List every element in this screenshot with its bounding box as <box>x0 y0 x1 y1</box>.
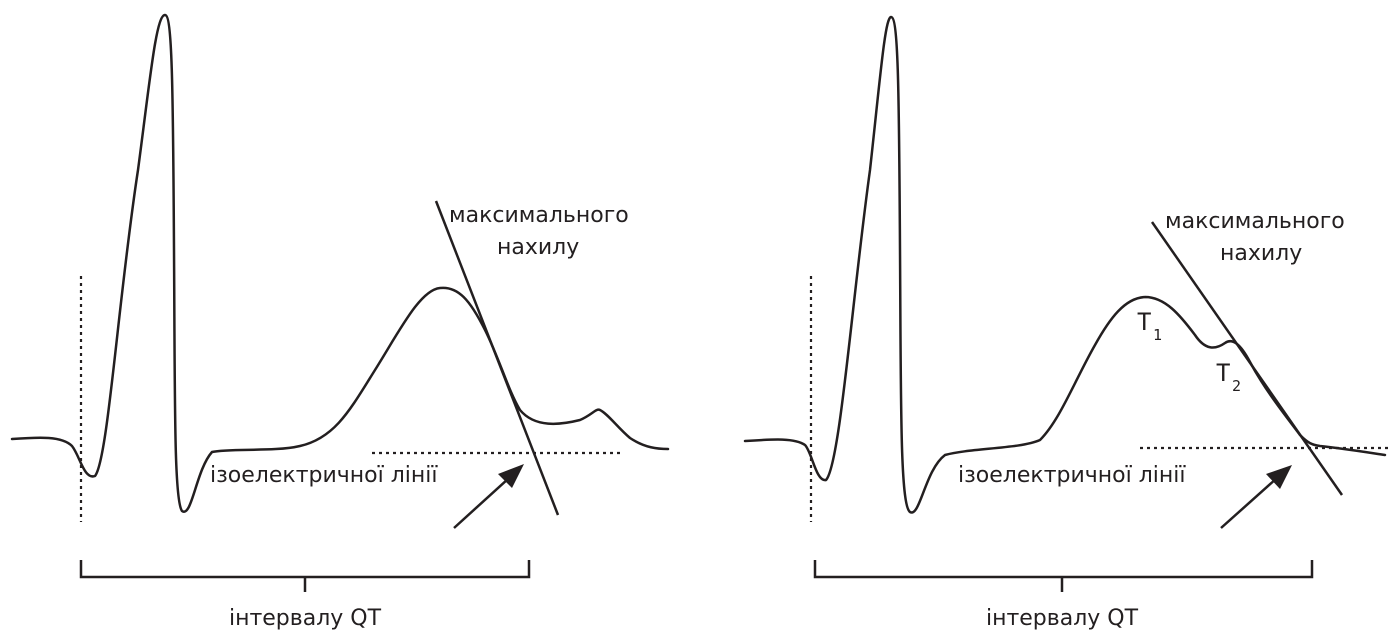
t2-label: T 2 <box>1216 359 1241 395</box>
qt-interval-label-left: інтервалу QT <box>229 606 382 631</box>
tangent-label-line2-left: нахилу <box>497 235 579 260</box>
arrow-shaft-right <box>1220 477 1278 529</box>
isoelectric-label-right: ізоелектричної лінії <box>958 463 1186 488</box>
qt-interval-label-right: інтервалу QT <box>986 606 1139 631</box>
tangent-label-line1-left: максимального <box>449 203 629 228</box>
panel-right: максимального нахилу ізоелектричної ліні… <box>743 15 1388 631</box>
t1-label: T 1 <box>1137 308 1162 344</box>
qt-bracket-right <box>813 560 1314 579</box>
panel-left: максимального нахилу ізоелектричної ліні… <box>10 13 670 631</box>
tangent-label-line1-right: максимального <box>1165 209 1345 234</box>
arrow-head-left <box>498 464 524 488</box>
ecg-trace-left <box>10 13 670 513</box>
t2-letter: T <box>1216 359 1230 387</box>
max-slope-tangent-right <box>1150 221 1344 496</box>
isoelectric-label-left: ізоелектричної лінії <box>210 463 438 488</box>
t1-letter: T <box>1137 308 1151 336</box>
arrow-shaft-left <box>453 477 510 529</box>
tangent-label-line2-right: нахилу <box>1220 241 1302 266</box>
arrow-head-right <box>1266 465 1292 489</box>
t2-subscript: 2 <box>1232 377 1241 395</box>
max-slope-tangent-left <box>434 200 560 516</box>
t1-subscript: 1 <box>1153 326 1162 344</box>
qt-bracket-left <box>79 560 531 579</box>
